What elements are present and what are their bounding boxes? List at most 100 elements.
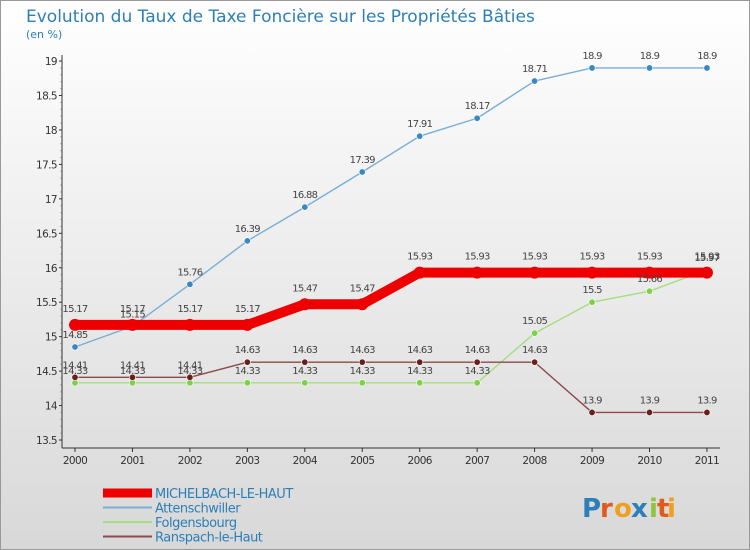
data-label-1: 16.88 <box>292 190 317 201</box>
series-point-3 <box>186 373 194 381</box>
data-label-3: 13.9 <box>697 395 717 406</box>
data-label-3: 14.63 <box>235 345 260 356</box>
y-tick-label: 17.5 <box>36 159 57 171</box>
data-label-2: 14.33 <box>292 366 317 377</box>
series-point-1 <box>703 64 711 72</box>
series-point-1 <box>473 114 481 122</box>
series-point-2 <box>531 329 539 337</box>
series-point-0 <box>183 318 196 331</box>
data-label-0: 15.17 <box>62 304 87 315</box>
data-label-0: 15.17 <box>235 304 260 315</box>
series-point-2 <box>416 379 424 387</box>
series-point-0 <box>586 266 599 279</box>
x-tick-label: 2011 <box>695 455 719 467</box>
series-point-0 <box>241 318 254 331</box>
data-label-0: 15.93 <box>522 252 547 263</box>
series-point-1 <box>358 168 366 176</box>
logo-letter: i <box>649 494 658 524</box>
data-label-0: 15.47 <box>350 283 375 294</box>
data-label-1: 18.71 <box>522 64 547 75</box>
y-tick-label: 14.5 <box>36 366 57 378</box>
y-tick-label: 16.5 <box>36 228 57 240</box>
data-label-2: 15.66 <box>637 274 662 285</box>
series-point-2 <box>358 379 366 387</box>
data-label-1: 18.9 <box>582 51 602 62</box>
series-point-0 <box>413 266 426 279</box>
series-point-3 <box>243 358 251 366</box>
y-tick-label: 13.5 <box>36 435 57 447</box>
y-tick-label: 17 <box>45 194 57 206</box>
legend-label-1: Attenschwiller <box>155 502 241 517</box>
series-point-2 <box>243 379 251 387</box>
data-label-1: 14.85 <box>62 330 87 341</box>
series-point-0 <box>356 298 369 311</box>
data-label-3: 14.63 <box>350 345 375 356</box>
chart-title: Evolution du Taux de Taxe Foncière sur l… <box>26 7 535 27</box>
data-label-2: 14.33 <box>350 366 375 377</box>
legend-label-3: Ranspach-le-Haut <box>155 531 263 546</box>
series-point-3 <box>71 373 79 381</box>
series-point-2 <box>301 379 309 387</box>
data-label-2: 14.33 <box>235 366 260 377</box>
series-point-3 <box>703 408 711 416</box>
series-point-3 <box>473 358 481 366</box>
data-label-3: 13.9 <box>582 395 602 406</box>
series-line-1 <box>74 67 708 348</box>
series-point-0 <box>700 266 713 279</box>
data-label-0: 15.93 <box>579 252 604 263</box>
series-line-3 <box>74 361 708 414</box>
x-tick-label: 2001 <box>120 455 144 467</box>
data-label-0: 15.93 <box>637 252 662 263</box>
data-label-3: 14.63 <box>522 345 547 356</box>
data-label-0: 15.93 <box>407 252 432 263</box>
legend-label-0: MICHELBACH-LE-HAUT <box>155 487 293 502</box>
series-layer <box>69 64 713 416</box>
series-point-0 <box>69 318 81 331</box>
data-label-1: 18.9 <box>640 51 660 62</box>
data-labels-layer: 14.85 15.15 15.76 16.39 16.88 17.39 17.91 18.17… <box>62 51 720 407</box>
series-point-2 <box>645 287 653 295</box>
logo-letter: t <box>657 494 669 524</box>
series-line-0 <box>70 267 712 330</box>
data-label-2: 14.33 <box>465 366 490 377</box>
data-label-2: 15.05 <box>522 316 547 327</box>
logo-letter: i <box>667 494 676 524</box>
series-point-1 <box>301 203 309 211</box>
data-label-1: 18.9 <box>697 51 717 62</box>
data-label-3: 14.41 <box>120 360 145 371</box>
y-tick-label: 15 <box>45 332 57 344</box>
axes: 13.5 14 14.5 15 15.5 16 16.5 17 17.5 18 18.5 19 2000… <box>36 55 720 467</box>
series-point-0 <box>471 266 484 279</box>
series-point-3 <box>301 358 309 366</box>
data-label-0: 15.17 <box>120 304 145 315</box>
series-point-3 <box>588 408 596 416</box>
legend-label-2: Folgensbourg <box>155 516 237 531</box>
x-tick-label: 2010 <box>637 455 661 467</box>
series-point-1 <box>531 77 539 85</box>
series-point-1 <box>645 64 653 72</box>
data-label-0: 15.93 <box>694 252 719 263</box>
data-label-1: 15.15 <box>120 309 145 320</box>
series-point-3 <box>358 358 366 366</box>
data-label-3: 14.41 <box>177 360 202 371</box>
y-tick-label: 15.5 <box>36 297 57 309</box>
data-label-3: 14.63 <box>292 345 317 356</box>
series-point-3 <box>645 408 653 416</box>
logo-letter: r <box>600 494 613 524</box>
series-point-0 <box>298 298 311 311</box>
x-tick-label: 2005 <box>350 455 374 467</box>
data-label-0: 15.47 <box>292 283 317 294</box>
data-label-3: 13.9 <box>640 395 660 406</box>
data-label-1: 16.39 <box>235 224 260 235</box>
series-point-0 <box>643 266 656 279</box>
series-point-1 <box>416 132 424 140</box>
data-label-2: 14.33 <box>62 366 87 377</box>
series-point-3 <box>128 373 136 381</box>
y-tick-label: 19 <box>45 56 57 68</box>
series-point-3 <box>416 358 424 366</box>
x-tick-label: 2002 <box>178 455 202 467</box>
data-label-2: 14.33 <box>407 366 432 377</box>
data-label-2: 15.97 <box>694 253 719 264</box>
data-label-2: 15.5 <box>582 285 602 296</box>
